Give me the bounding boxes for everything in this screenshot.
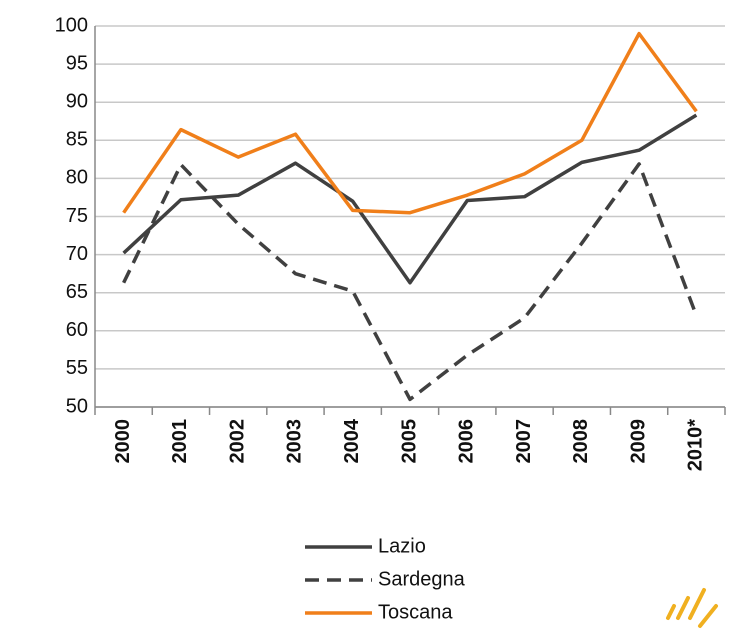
y-tick-label: 70 — [66, 243, 88, 265]
legend-label: Toscana — [378, 601, 453, 623]
x-tick-label: 2001 — [169, 419, 191, 464]
x-tick-label: 2000 — [112, 419, 134, 464]
legend-label: Sardegna — [378, 568, 466, 590]
series-line — [122, 162, 699, 402]
y-tick-label: 60 — [66, 319, 88, 341]
x-tick-label: 2009 — [627, 419, 649, 464]
legend-label: Lazio — [378, 535, 426, 557]
y-tick-label: 75 — [66, 205, 88, 227]
x-tick-label: 2003 — [284, 419, 306, 464]
x-tick-label: 2007 — [513, 419, 535, 464]
y-tick-label: 85 — [66, 129, 88, 151]
x-tick-label: 2008 — [570, 419, 592, 464]
y-tick-label: 90 — [66, 90, 88, 112]
x-tick-label: 2006 — [456, 419, 478, 464]
y-tick-label: 80 — [66, 167, 88, 189]
x-tick-label: 2002 — [226, 419, 248, 464]
logo — [666, 588, 718, 628]
y-tick-label: 65 — [66, 281, 88, 303]
y-tick-label: 95 — [66, 52, 88, 74]
x-tick-label: 2005 — [398, 419, 420, 464]
series-line — [122, 31, 698, 215]
y-tick-label: 55 — [66, 357, 88, 379]
y-tick-label: 50 — [66, 395, 88, 417]
series-line — [122, 113, 698, 285]
y-tick-label: 100 — [55, 14, 88, 36]
x-tick-label: 2004 — [341, 418, 363, 463]
x-tick-label: 2010* — [685, 419, 707, 471]
